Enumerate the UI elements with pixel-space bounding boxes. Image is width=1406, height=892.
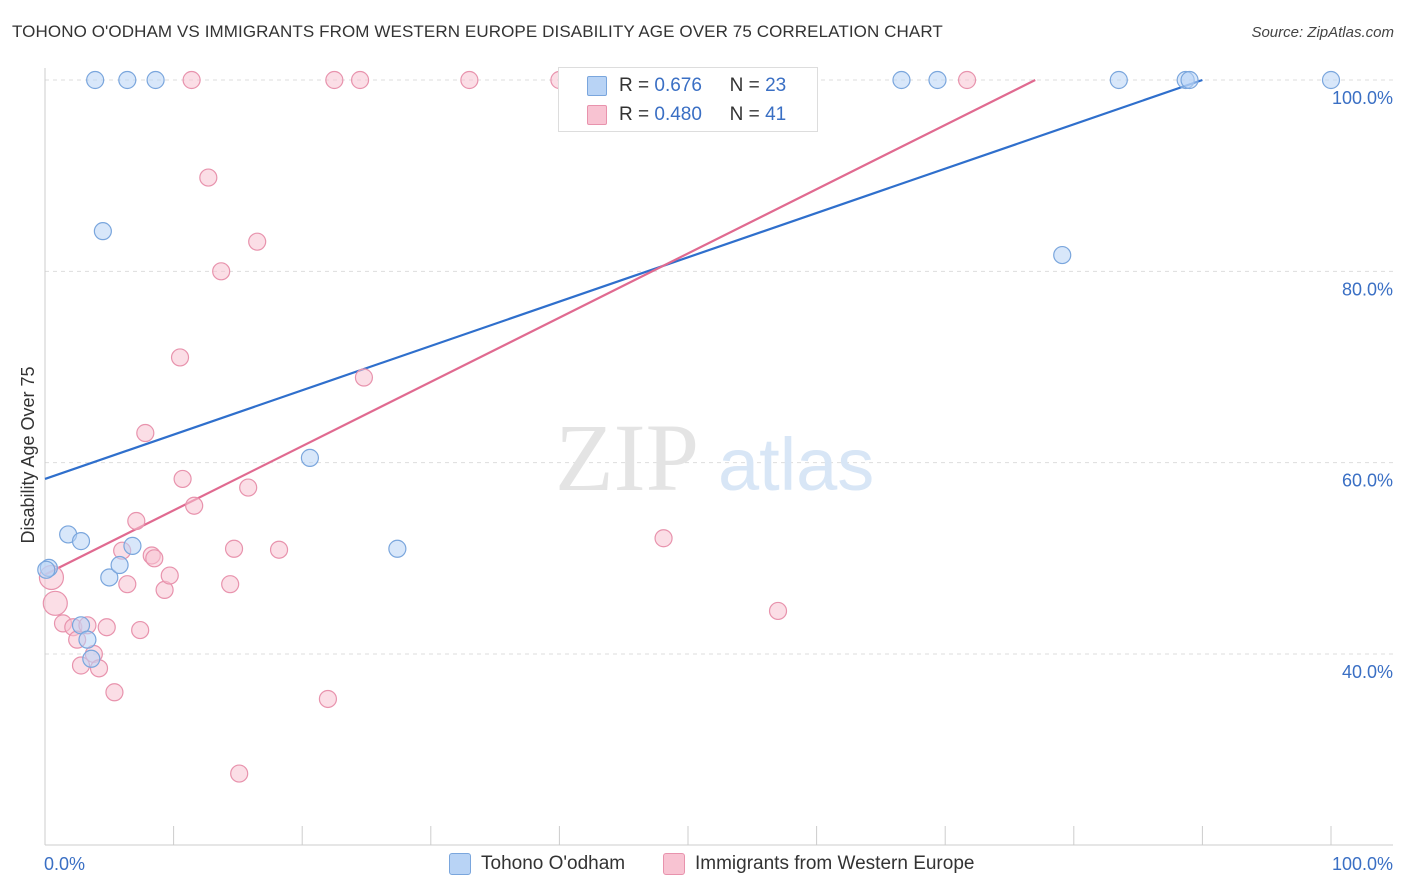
chart-title: TOHONO O'ODHAM VS IMMIGRANTS FROM WESTER…	[12, 22, 943, 41]
legend-n-value: 41	[765, 104, 787, 125]
trend-line-western-europe	[44, 79, 1036, 576]
legend-n-label: N =	[729, 104, 760, 125]
series-legend-western-europe: Immigrants from Western Europe	[663, 851, 974, 877]
point-tohono	[100, 568, 119, 587]
point-western-europe	[354, 368, 374, 387]
point-tohono	[86, 70, 105, 90]
y-tick-label: 60.0%	[1342, 471, 1393, 491]
watermark-zip: ZIP	[555, 404, 699, 511]
trend-line-tohono	[44, 78, 1203, 480]
series-swatch-pink	[663, 853, 685, 875]
point-tohono	[1180, 70, 1199, 90]
legend-n-label: N =	[729, 75, 760, 96]
point-tohono	[1109, 70, 1128, 90]
point-tohono	[146, 70, 165, 90]
point-western-europe	[173, 469, 192, 489]
point-western-europe	[221, 575, 240, 594]
point-tohono	[928, 70, 947, 90]
series-label-western-europe: Immigrants from Western Europe	[695, 853, 975, 874]
legend-n-value: 23	[765, 75, 787, 96]
point-western-europe	[160, 566, 179, 585]
point-tohono	[892, 70, 911, 90]
source-label: Source: ZipAtlas.com	[1251, 24, 1394, 41]
x-tick-label-max: 100.0%	[1332, 854, 1393, 874]
point-western-europe	[239, 478, 258, 497]
watermark-atlas: atlas	[718, 423, 874, 506]
point-tohono	[78, 630, 97, 649]
point-western-europe	[185, 496, 204, 515]
point-western-europe	[136, 423, 155, 443]
correlation-legend: R = 0.676 N = 23 R = 0.480 N = 41	[558, 67, 818, 132]
point-western-europe	[318, 689, 338, 709]
point-western-europe	[212, 262, 231, 281]
axes	[44, 68, 1393, 846]
point-tohono	[71, 532, 91, 551]
point-tohono	[37, 560, 56, 579]
grid-lines	[45, 79, 1393, 655]
point-tohono	[123, 536, 142, 555]
tick-labels: 40.0% 60.0% 80.0% 100.0% 0.0% 100.0%	[44, 88, 1393, 874]
legend-r-value: 0.676	[654, 75, 702, 96]
point-western-europe	[118, 575, 137, 594]
point-western-europe	[325, 70, 344, 90]
point-western-europe	[170, 348, 190, 367]
point-western-europe	[654, 529, 673, 548]
point-western-europe	[460, 70, 479, 90]
trend-lines	[44, 78, 1203, 576]
y-tick-label: 80.0%	[1342, 279, 1393, 299]
point-tohono	[93, 222, 112, 241]
legend-row-tohono: R = 0.676 N = 23	[559, 71, 786, 101]
point-western-europe	[97, 618, 116, 637]
series-legend-tohono: Tohono O'odham	[449, 851, 625, 877]
y-tick-label: 40.0%	[1342, 662, 1393, 682]
point-western-europe	[131, 620, 150, 640]
point-western-europe	[350, 70, 370, 90]
legend-row-western-europe: R = 0.480 N = 41	[559, 100, 786, 130]
point-western-europe	[105, 683, 124, 702]
point-tohono	[82, 649, 101, 668]
point-tohono	[388, 539, 407, 558]
point-tohono	[1321, 70, 1341, 90]
legend-r-label: R =	[619, 104, 650, 125]
point-tohono	[118, 70, 137, 90]
y-tick-label: 100.0%	[1332, 88, 1393, 108]
point-western-europe	[182, 70, 201, 90]
data-points	[37, 70, 1341, 783]
point-western-europe	[145, 549, 164, 568]
point-tohono	[110, 555, 129, 575]
series-label-tohono: Tohono O'odham	[481, 853, 626, 874]
legend-r-value: 0.480	[654, 104, 702, 125]
legend-swatch-blue	[587, 76, 607, 96]
series-swatch-blue	[449, 853, 471, 875]
point-western-europe	[127, 511, 146, 531]
point-western-europe	[768, 601, 788, 621]
point-tohono	[1053, 245, 1072, 265]
point-western-europe	[957, 70, 977, 90]
legend-swatch-pink	[587, 105, 607, 125]
point-western-europe	[224, 539, 244, 558]
x-tick-label-min: 0.0%	[44, 854, 85, 874]
y-axis-label: Disability Age Over 75	[18, 366, 38, 543]
legend-r-label: R =	[619, 75, 650, 96]
point-western-europe	[230, 764, 249, 783]
point-western-europe	[199, 168, 218, 187]
point-western-europe	[42, 590, 68, 616]
point-tohono	[300, 448, 320, 467]
point-western-europe	[269, 540, 289, 559]
point-western-europe	[248, 232, 267, 251]
